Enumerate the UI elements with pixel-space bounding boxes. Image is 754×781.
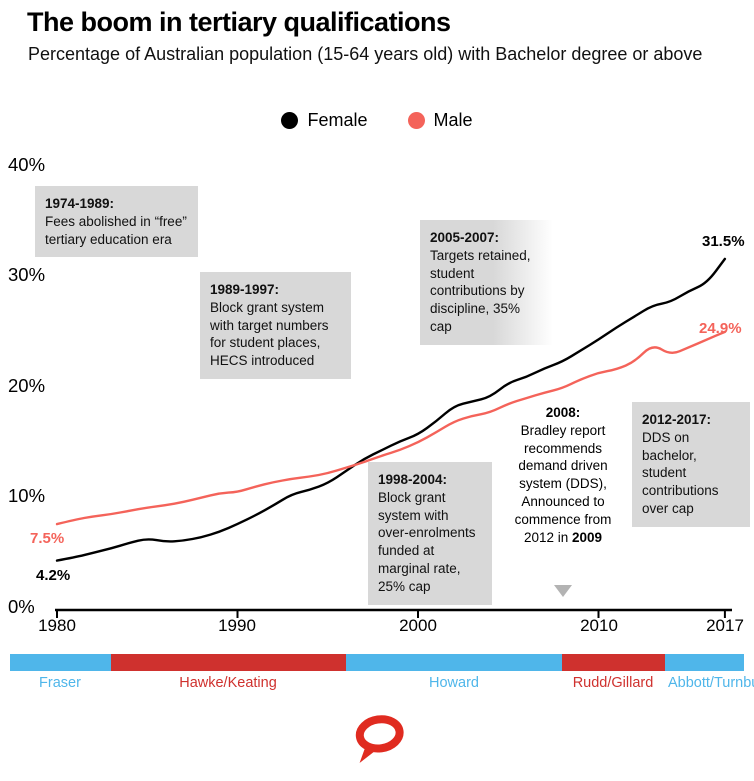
era-label-abbott-turnbull: Abbott/Turnbull [668,675,754,691]
era-segment-rudd-gillard [562,654,665,671]
era-segment-howard [346,654,562,671]
x-axis-label-2000: 2000 [399,616,437,635]
y-axis-label-0: 0% [8,596,35,617]
callout-body: DDS on bachelor, student contributions o… [642,429,719,517]
value-label-female-start: 4.2% [36,567,71,584]
x-axis-label-2010: 2010 [580,616,618,635]
callout-body: Fees abolished in “free” tertiary educat… [45,213,187,247]
era-segment-fraser [10,654,111,671]
callout-header: 1998-2004: [378,472,448,487]
the-conversation-logo [350,712,408,768]
x-axis-label-2017: 2017 [706,616,744,635]
y-axis-label-20: 20% [8,375,46,396]
bradley-pointer-icon [554,585,572,597]
x-axis-label-1980: 1980 [38,616,76,635]
era-label-rudd-gillard: Rudd/Gillard [572,675,654,691]
value-label-male-end: 24.9% [699,320,742,337]
callout-1998-2004: 1998-2004: Block grant system with over-… [368,462,492,605]
callout-header: 1989-1997: [210,282,280,297]
era-label-fraser: Fraser [39,675,81,691]
government-era-bar [10,654,744,671]
callout-header: 2005-2007: [430,230,500,245]
callout-2012-2017: 2012-2017: DDS on bachelor, student cont… [632,402,750,527]
y-axis-label-40: 40% [8,154,46,175]
callout-header: 1974-1989: [45,196,115,211]
callout-body: Block grant system with over-enrolments … [378,489,476,594]
callout-2005-2007: 2005-2007: Targets retained, student con… [420,220,553,345]
callout-1989-1997: 1989-1997: Block grant system with targe… [200,272,351,380]
chart-subtitle: Percentage of Australian population (15-… [28,44,703,64]
legend-item-female: Female [281,110,368,131]
legend-label-female: Female [307,110,368,130]
page-title: The boom in tertiary qualifications [27,7,451,37]
callout-header: 2008: [545,405,581,420]
callout-body: Bradley report recommends demand driven … [514,422,612,545]
legend-label-male: Male [433,110,473,130]
callout-bold-year: 2009 [572,529,603,545]
callout-body: Block grant system with target numbers f… [210,299,329,369]
legend-item-male: Male [407,110,473,131]
chart-legend: Female Male [0,110,754,131]
callout-header: 2012-2017: [642,412,712,427]
male-dot-icon [407,112,425,129]
era-segment-abbott-turnbull [665,654,744,671]
era-segment-hawke-keating [111,654,346,671]
speech-bubble-icon [355,715,404,763]
callout-1974-1989: 1974-1989: Fees abolished in “free” tert… [35,186,198,258]
value-label-male-start: 7.5% [30,530,65,547]
era-label-howard: Howard [429,675,479,691]
female-dot-icon [281,112,299,129]
y-axis-label-10: 10% [8,485,46,506]
value-label-female-end: 31.5% [702,233,745,250]
callout-2008-bradley: 2008: Bradley report recommends demand d… [503,404,623,547]
y-axis-label-30: 30% [8,264,46,285]
era-label-hawke-keating: Hawke/Keating [179,675,277,691]
callout-body: Targets retained, student contributions … [430,247,531,335]
x-axis-label-1990: 1990 [218,616,256,635]
